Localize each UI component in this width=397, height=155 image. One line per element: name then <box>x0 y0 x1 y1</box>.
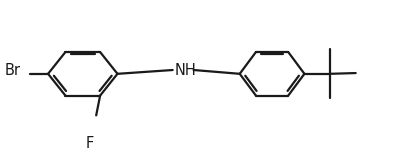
Text: F: F <box>85 135 94 151</box>
Text: Br: Br <box>5 62 21 78</box>
Text: NH: NH <box>175 62 197 78</box>
